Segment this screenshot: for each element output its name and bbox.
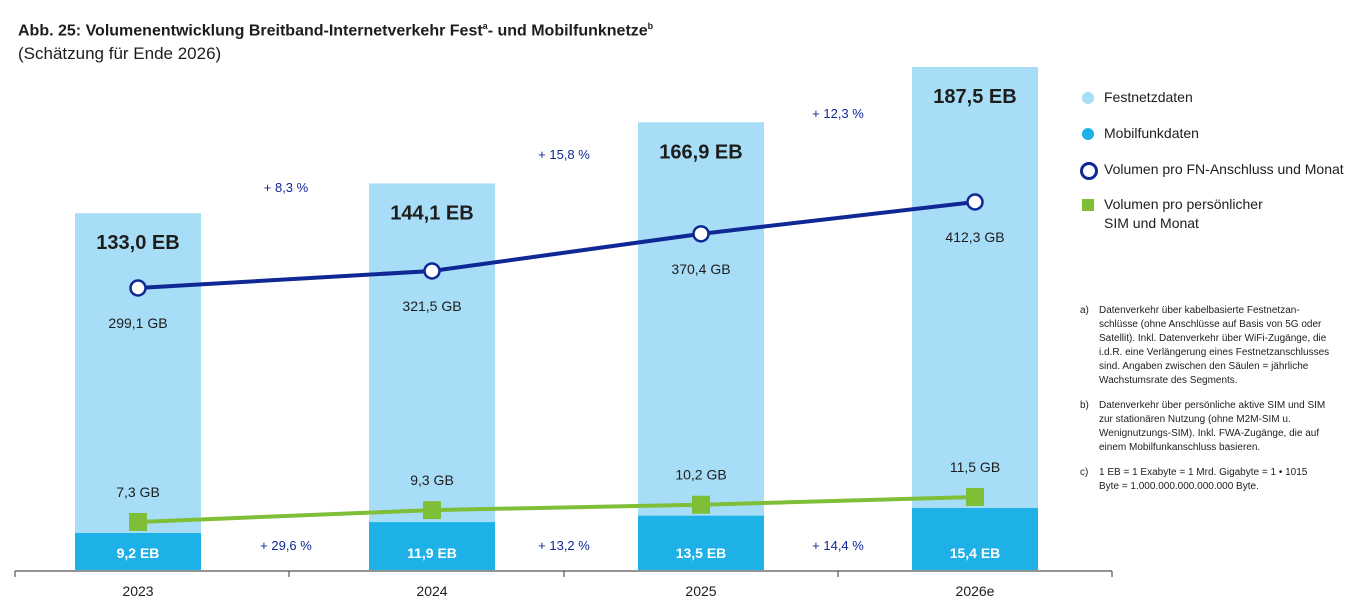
circle-marker-icon <box>1080 162 1098 180</box>
legend-item-mobilfunkdaten: Mobilfunkdaten <box>1080 124 1199 146</box>
chart-title: Abb. 25: Volumenentwicklung Breitband-In… <box>18 21 654 40</box>
point-sim-2026e <box>966 488 984 506</box>
data-label-mobilfunk-2024: 11,9 EB <box>407 545 457 561</box>
legend-item-fn-volumen: Volumen pro FN-Anschluss und Monat <box>1080 160 1344 182</box>
bar-mobilfunk-2023 <box>75 533 201 570</box>
bar-festnetz-2025 <box>638 122 764 570</box>
line-fn-volumen <box>137 200 976 290</box>
growth-label-festnetz-2: + 12,3 % <box>812 106 864 121</box>
legend-item-festnetzdaten: Festnetzdaten <box>1080 88 1193 110</box>
x-tick-label-2023: 2023 <box>122 583 153 599</box>
data-label-fn-2026e: 412,3 GB <box>945 229 1004 245</box>
growth-label-mobilfunk-0: + 29,6 % <box>260 538 312 553</box>
data-label-fn-2024: 321,5 GB <box>402 298 461 314</box>
footnotes: a) Datenverkehr über kabelbasierte Festn… <box>1080 304 1330 505</box>
growth-label-mobilfunk-1: + 13,2 % <box>538 538 590 553</box>
bar-mobilfunk-2025 <box>638 515 764 570</box>
bar-festnetz-2026e <box>912 67 1038 570</box>
data-label-fn-2025: 370,4 GB <box>671 261 730 277</box>
point-sim-2023 <box>129 513 147 531</box>
point-fn-2025 <box>692 225 710 243</box>
legend-item-sim-volumen: Volumen pro persönlicher SIM und Monat <box>1080 195 1280 233</box>
point-fn-2024 <box>423 262 441 280</box>
footnote-a: a) Datenverkehr über kabelbasierte Festn… <box>1080 305 1330 386</box>
footnote-c: c) 1 EB = 1 Exabyte = 1 Mrd. Gigabyte = … <box>1080 467 1308 492</box>
growth-label-mobilfunk-2: + 14,4 % <box>812 538 864 553</box>
data-label-sim-2025: 10,2 GB <box>675 467 726 483</box>
festnetz-swatch-icon <box>1082 92 1094 104</box>
point-fn-2026e <box>966 193 984 211</box>
bar-mobilfunk-2024 <box>369 522 495 570</box>
growth-label-festnetz-1: + 15,8 % <box>538 147 590 162</box>
data-label-fn-2023: 299,1 GB <box>108 315 167 331</box>
bar-festnetz-2023 <box>75 213 201 571</box>
square-marker-icon <box>1082 199 1094 211</box>
mobilfunk-swatch-icon <box>1082 128 1094 140</box>
data-label-festnetz-2026e: 187,5 EB <box>933 86 1016 108</box>
x-tick-label-2026e: 2026e <box>956 583 995 599</box>
data-label-mobilfunk-2025: 13,5 EB <box>676 545 727 561</box>
point-sim-2025 <box>692 495 710 514</box>
data-label-mobilfunk-2023: 9,2 EB <box>117 545 160 561</box>
data-label-mobilfunk-2026e: 15,4 EB <box>950 545 1001 561</box>
point-sim-2024 <box>423 501 441 520</box>
data-label-festnetz-2025: 166,9 EB <box>659 141 742 163</box>
data-label-sim-2023: 7,3 GB <box>116 484 160 500</box>
point-fn-2023 <box>129 279 147 297</box>
x-tick-label-2025: 2025 <box>685 583 716 599</box>
chart-subtitle: (Schätzung für Ende 2026) <box>18 44 222 63</box>
x-tick-label-2024: 2024 <box>416 583 447 599</box>
data-label-sim-2026e: 11,5 GB <box>950 459 1000 475</box>
footnote-b: b) Datenverkehr über persönliche aktive … <box>1080 400 1326 453</box>
bar-mobilfunk-2026e <box>912 508 1038 570</box>
line-sim-volumen <box>137 495 976 524</box>
data-label-festnetz-2024: 144,1 EB <box>390 202 473 224</box>
data-label-festnetz-2023: 133,0 EB <box>96 232 179 254</box>
data-label-sim-2024: 9,3 GB <box>410 472 454 488</box>
growth-label-festnetz-0: + 8,3 % <box>264 180 309 195</box>
